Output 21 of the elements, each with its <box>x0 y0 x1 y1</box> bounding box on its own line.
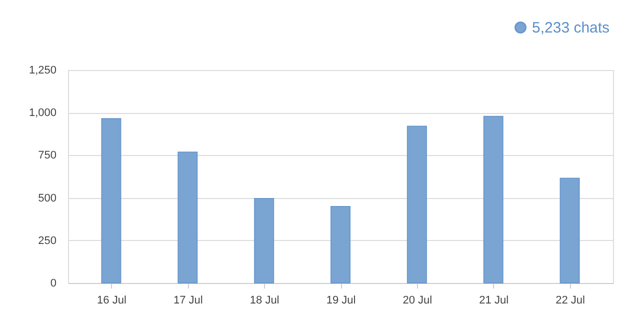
y-tick-label: 1,250 <box>28 64 56 76</box>
x-tick-label: 18 Jul <box>250 294 280 306</box>
bar <box>254 198 274 284</box>
y-tick-label: 250 <box>38 234 56 247</box>
y-tick-label: 500 <box>38 192 56 204</box>
y-tick-label: 1,000 <box>28 107 56 120</box>
y-tick-label: 750 <box>38 150 56 162</box>
bar <box>483 116 504 284</box>
bar <box>560 178 580 284</box>
bar <box>101 118 122 284</box>
bar <box>178 152 198 284</box>
x-tick-label: 19 Jul <box>326 294 356 306</box>
x-tick-label: 22 Jul <box>556 294 585 306</box>
x-tick-label: 20 Jul <box>402 294 432 306</box>
x-tick-label: 17 Jul <box>173 294 203 306</box>
x-tick-label: 21 Jul <box>479 294 509 306</box>
bar <box>330 206 350 284</box>
x-tick-label: 16 Jul <box>97 294 126 306</box>
bar <box>406 126 427 284</box>
y-tick-label: 0 <box>50 278 56 290</box>
legend-label: 5,233 chats <box>532 20 610 36</box>
